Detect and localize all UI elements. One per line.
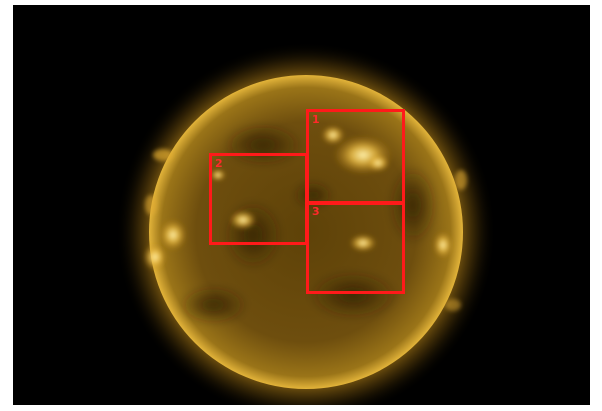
region-label-2: 2 xyxy=(215,157,223,170)
region-box-2: 2 xyxy=(209,153,308,245)
active-regions xyxy=(143,125,453,271)
limb-features xyxy=(145,149,467,311)
region-box-1: 1 xyxy=(306,109,405,205)
region-box-3: 3 xyxy=(306,201,405,294)
solar-image-frame: 1 2 3 xyxy=(13,5,590,405)
region-label-3: 3 xyxy=(312,205,320,218)
region-label-1: 1 xyxy=(312,113,320,126)
